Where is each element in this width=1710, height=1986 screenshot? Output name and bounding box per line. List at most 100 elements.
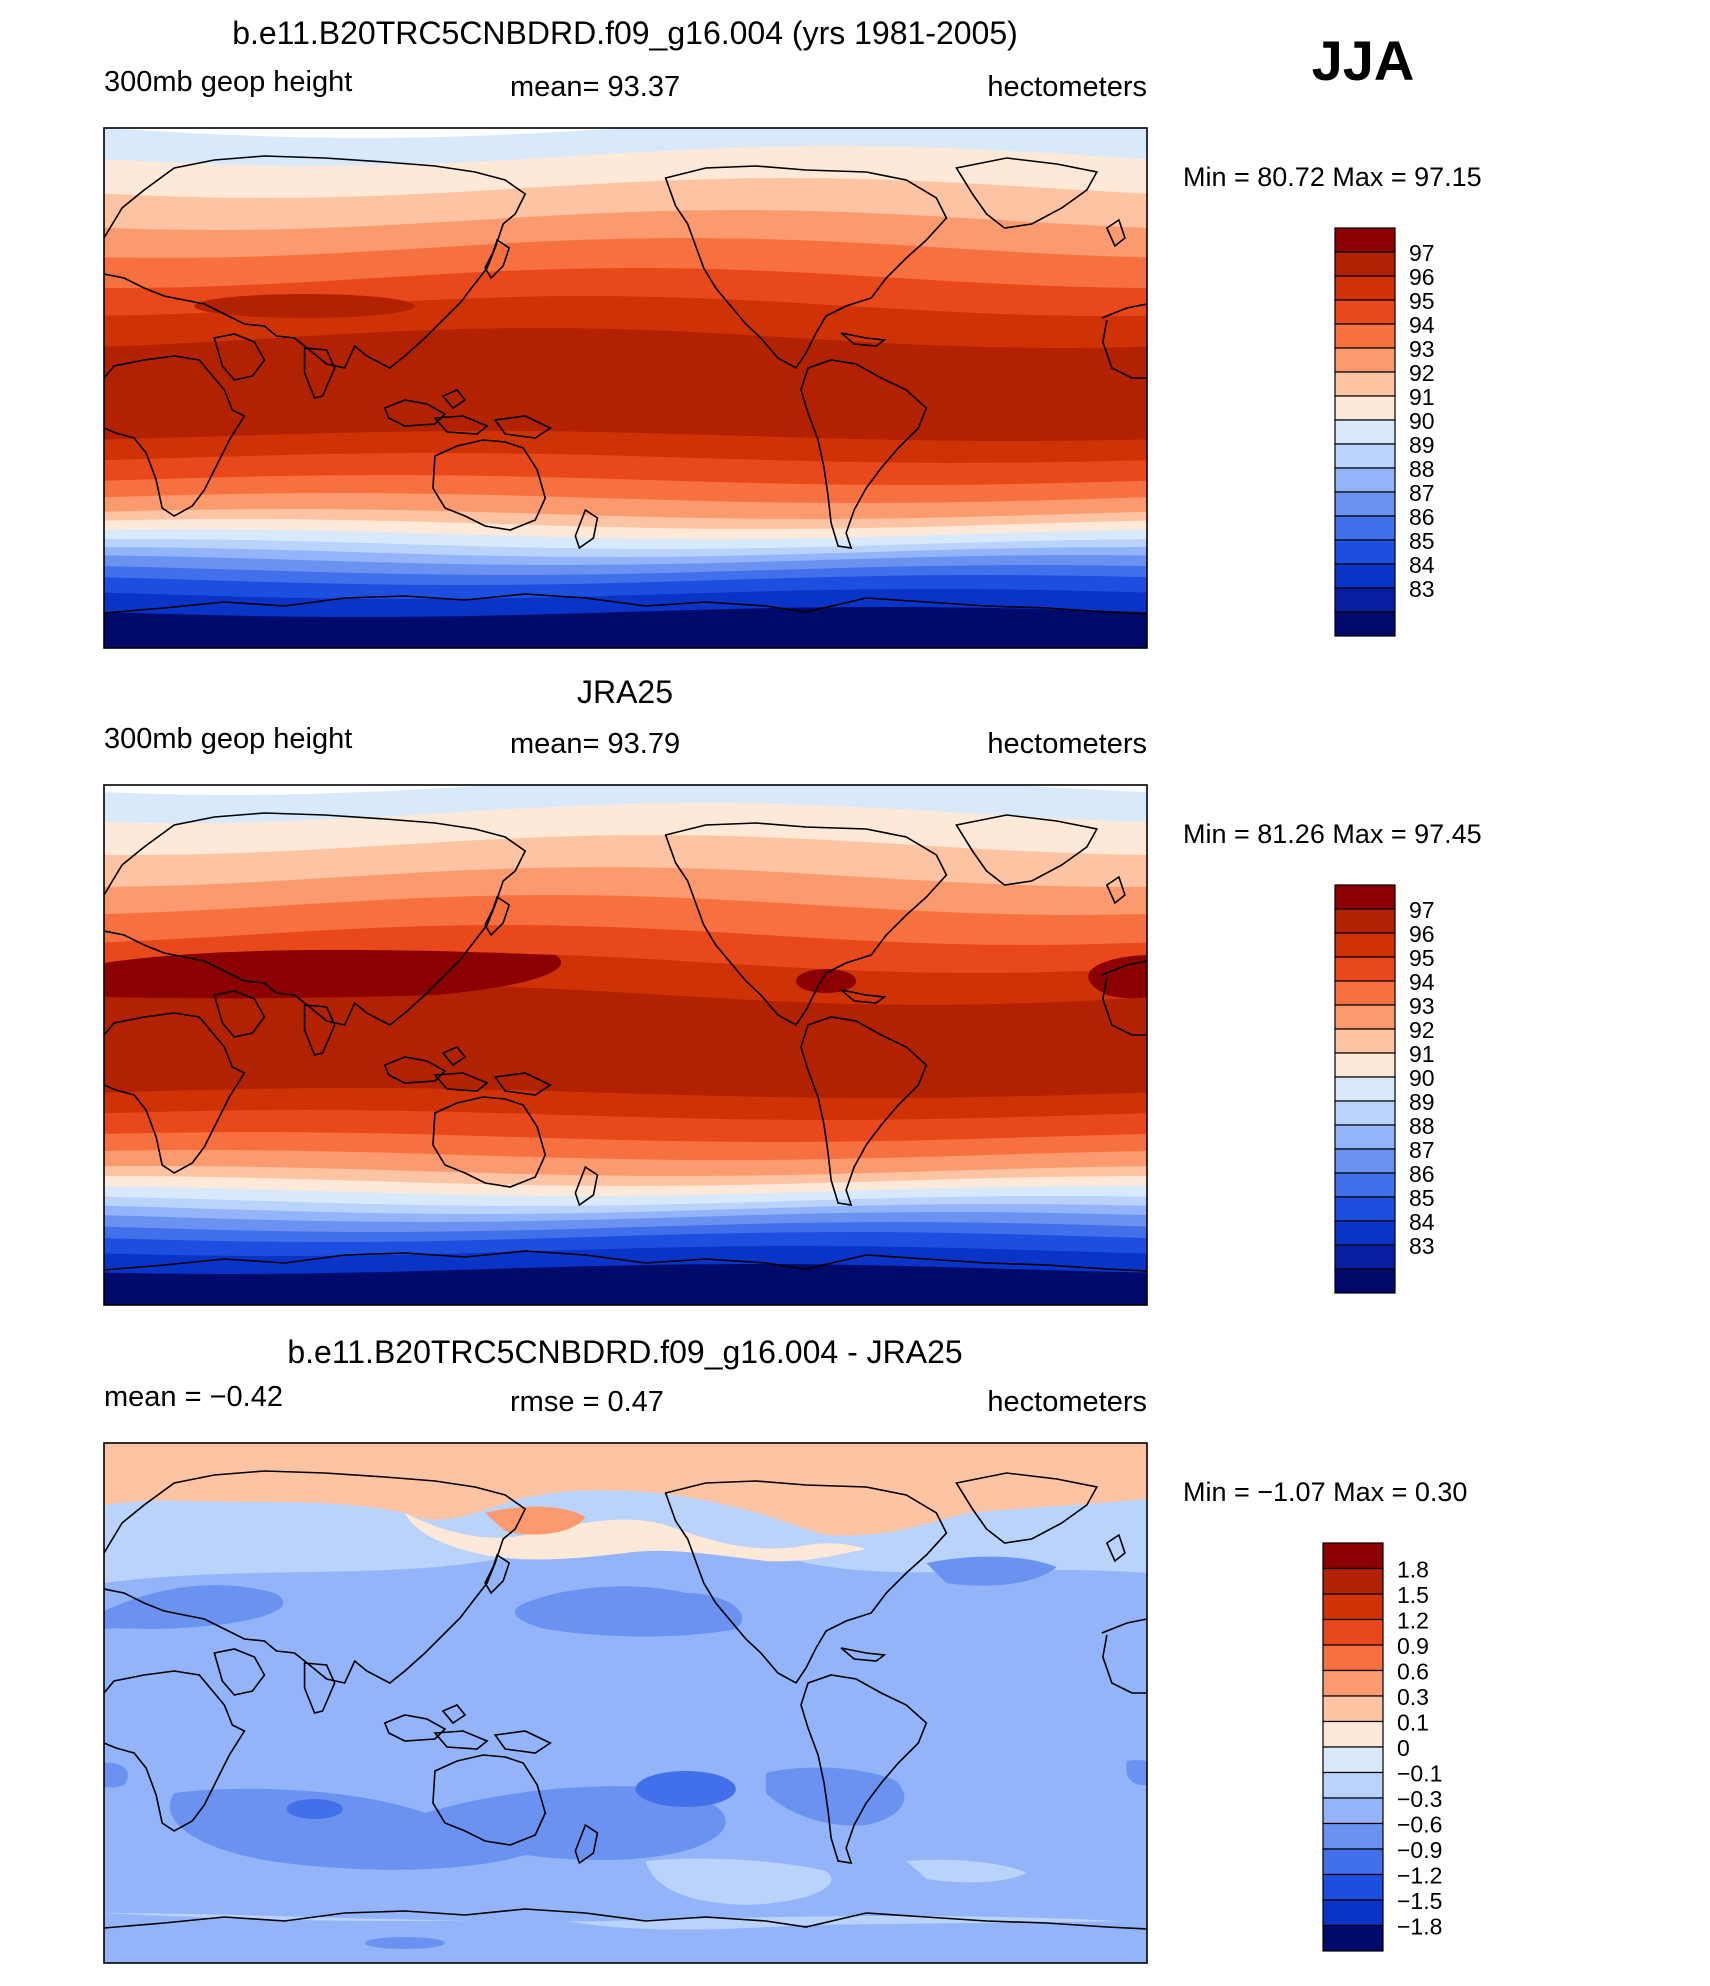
colorbar-label: −0.1 [1397, 1761, 1442, 1787]
contour-band [104, 1443, 1147, 1536]
colorbar-box [1334, 395, 1396, 421]
colorbar-label: −0.6 [1397, 1812, 1442, 1838]
colorbar-box [1334, 1268, 1396, 1294]
contour-band [104, 949, 562, 999]
colorbar: 1.81.51.20.90.60.30.10−0.1−0.3−0.6−0.9−1… [1322, 1542, 1442, 1952]
panel-center-label: mean= 93.79 [510, 728, 680, 760]
colorbar-label: 0 [1397, 1735, 1410, 1761]
colorbar-label: 83 [1409, 1233, 1435, 1259]
colorbar-label: 89 [1409, 432, 1435, 458]
contour-band [485, 1506, 586, 1535]
colorbar-label: 91 [1409, 384, 1435, 410]
colorbar-label: 97 [1409, 240, 1435, 266]
colorbar-box [1322, 1924, 1384, 1952]
colorbar-label: −0.3 [1397, 1786, 1442, 1812]
panel-title: b.e11.B20TRC5CNBDRD.f09_g16.004 (yrs 198… [232, 15, 1018, 51]
colorbar-label: 86 [1409, 504, 1435, 530]
colorbar-label: 90 [1409, 1065, 1435, 1091]
map-frame [103, 784, 1148, 1306]
contour-band [104, 607, 1147, 648]
map-field [104, 128, 1148, 648]
colorbar-box [1322, 1567, 1384, 1595]
panel-left-label: mean = −0.42 [104, 1381, 283, 1413]
map-frame [103, 1442, 1148, 1964]
colorbar-box [1322, 1746, 1384, 1774]
colorbar-box [1334, 1028, 1396, 1054]
colorbar-box [1322, 1542, 1384, 1570]
colorbar-box [1334, 884, 1396, 910]
colorbar-label: 97 [1409, 897, 1435, 923]
colorbar-box [1334, 371, 1396, 397]
colorbar-box [1334, 1172, 1396, 1198]
panel-obs: JRA25 300mb geop height mean= 93.79 hectome… [103, 674, 1482, 1306]
panel-center-label: rmse = 0.47 [510, 1386, 664, 1418]
colorbar-label: 84 [1409, 552, 1435, 578]
colorbar-label: 1.8 [1397, 1557, 1429, 1583]
contour-band [104, 1762, 128, 1788]
colorbar-box [1334, 1004, 1396, 1030]
colorbar-label: 86 [1409, 1161, 1435, 1187]
contour-band [645, 1858, 832, 1905]
colorbar-box [1334, 932, 1396, 958]
colorbar-label: −1.8 [1397, 1914, 1442, 1940]
panel-units-label: hectometers [987, 71, 1147, 103]
season-label: JJA [1312, 29, 1415, 92]
colorbar-box [1334, 1148, 1396, 1174]
colorbar-box [1334, 539, 1396, 565]
map-field [104, 785, 1148, 1305]
contour-band [364, 1937, 445, 1949]
colorbar-box [1322, 1720, 1384, 1748]
panel-center-label: mean= 93.37 [510, 71, 680, 103]
colorbar-box [1334, 275, 1396, 301]
colorbar-box [1334, 1052, 1396, 1078]
colorbar-label: 0.6 [1397, 1659, 1429, 1685]
colorbar-label: 87 [1409, 480, 1435, 506]
colorbar-label: 1.2 [1397, 1608, 1429, 1634]
contour-band [765, 1767, 905, 1826]
colorbar-label: 95 [1409, 945, 1435, 971]
panel-units-label: hectometers [987, 728, 1147, 760]
colorbar-box [1322, 1797, 1384, 1825]
colorbar-box [1334, 467, 1396, 493]
colorbar-label: 0.1 [1397, 1710, 1429, 1736]
colorbar-box [1334, 956, 1396, 982]
colorbar-label: 92 [1409, 360, 1435, 386]
map-field [104, 1443, 1148, 1963]
colorbar-label: −0.9 [1397, 1837, 1442, 1863]
colorbar-box [1322, 1848, 1384, 1876]
colorbar-label: −1.2 [1397, 1863, 1442, 1889]
colorbar-label: 88 [1409, 1113, 1435, 1139]
colorbar-box [1322, 1618, 1384, 1646]
colorbar-label: 0.9 [1397, 1633, 1429, 1659]
colorbar-box [1322, 1644, 1384, 1672]
colorbar-box [1334, 419, 1396, 445]
colorbar-box [1334, 611, 1396, 637]
panel-units-label: hectometers [987, 1386, 1147, 1418]
colorbar-label: 88 [1409, 456, 1435, 482]
panel-title: b.e11.B20TRC5CNBDRD.f09_g16.004 - JRA25 [287, 1334, 962, 1370]
colorbar-box [1322, 1695, 1384, 1723]
map-frame [103, 127, 1148, 649]
colorbar-label: 91 [1409, 1041, 1435, 1067]
contour-band [1126, 1760, 1147, 1786]
colorbar-box [1322, 1822, 1384, 1850]
colorbar-box [1334, 1100, 1396, 1126]
contour-band [104, 1585, 284, 1629]
colorbar-box [1334, 515, 1396, 541]
contour-band [404, 1513, 867, 1562]
colorbar-label: 84 [1409, 1209, 1435, 1235]
minmax-label: Min = 81.26 Max = 97.45 [1183, 819, 1482, 849]
colorbar-label: 85 [1409, 1185, 1435, 1211]
colorbar-box [1322, 1771, 1384, 1799]
colorbar-label: 94 [1409, 969, 1435, 995]
colorbar-box [1334, 1196, 1396, 1222]
colorbar-label: 89 [1409, 1089, 1435, 1115]
colorbar-box [1334, 227, 1396, 253]
colorbar-box [1322, 1899, 1384, 1927]
colorbar-label: 83 [1409, 576, 1435, 602]
colorbar-box [1334, 443, 1396, 469]
minmax-label: Min = −1.07 Max = 0.30 [1183, 1477, 1467, 1507]
colorbar-label: 1.5 [1397, 1582, 1429, 1608]
colorbar-box [1322, 1873, 1384, 1901]
